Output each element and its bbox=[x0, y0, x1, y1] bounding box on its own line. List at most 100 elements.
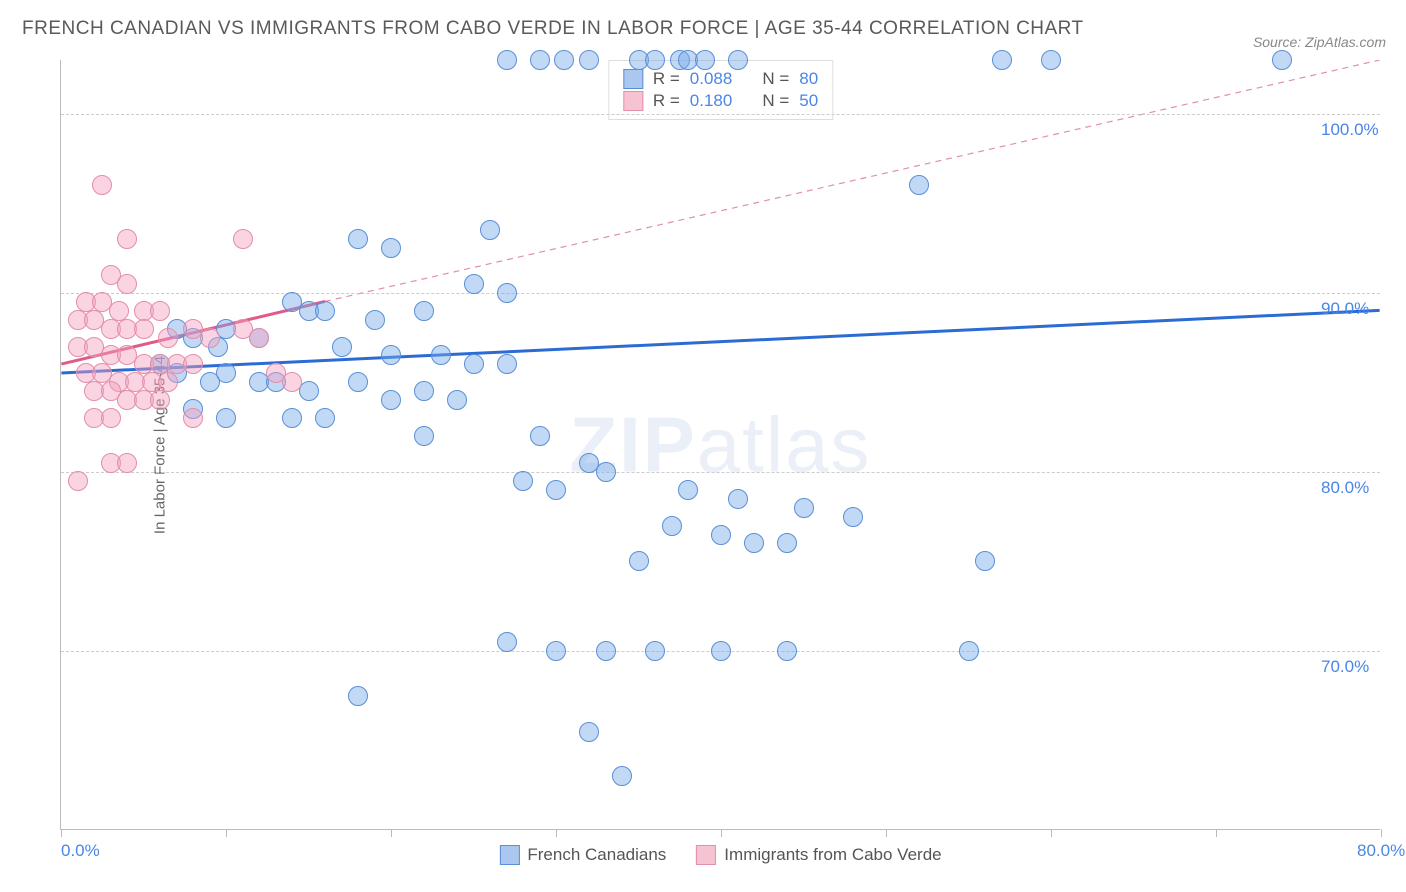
scatter-point bbox=[711, 641, 731, 661]
legend-n-value: 80 bbox=[799, 69, 818, 89]
gridline bbox=[61, 472, 1380, 473]
chart-title: FRENCH CANADIAN VS IMMIGRANTS FROM CABO … bbox=[22, 18, 1084, 40]
scatter-point bbox=[579, 50, 599, 70]
legend-label: Immigrants from Cabo Verde bbox=[724, 845, 941, 865]
legend-r-value: 0.088 bbox=[690, 69, 733, 89]
legend-n-value: 50 bbox=[799, 91, 818, 111]
scatter-point bbox=[92, 175, 112, 195]
scatter-point bbox=[728, 489, 748, 509]
x-tick bbox=[721, 829, 722, 837]
scatter-point bbox=[959, 641, 979, 661]
scatter-point bbox=[480, 220, 500, 240]
watermark-light: atlas bbox=[697, 400, 872, 488]
scatter-point bbox=[68, 471, 88, 491]
scatter-point bbox=[546, 480, 566, 500]
scatter-point bbox=[513, 471, 533, 491]
scatter-point bbox=[546, 641, 566, 661]
x-tick bbox=[886, 829, 887, 837]
x-tick bbox=[391, 829, 392, 837]
gridline bbox=[61, 114, 1380, 115]
scatter-point bbox=[315, 408, 335, 428]
gridline bbox=[61, 293, 1380, 294]
scatter-point bbox=[695, 50, 715, 70]
x-tick bbox=[61, 829, 62, 837]
scatter-point bbox=[332, 337, 352, 357]
legend-n-label: N = bbox=[762, 69, 789, 89]
scatter-point bbox=[992, 50, 1012, 70]
scatter-point bbox=[530, 50, 550, 70]
scatter-point bbox=[249, 328, 269, 348]
scatter-point bbox=[909, 175, 929, 195]
scatter-point bbox=[117, 453, 137, 473]
x-tick bbox=[1051, 829, 1052, 837]
legend-stat-row: R = 0.180 N = 50 bbox=[623, 91, 818, 111]
scatter-point bbox=[728, 50, 748, 70]
scatter-point bbox=[497, 50, 517, 70]
chart-svg bbox=[61, 60, 1380, 829]
scatter-point bbox=[414, 301, 434, 321]
scatter-point bbox=[975, 551, 995, 571]
scatter-point bbox=[777, 533, 797, 553]
watermark-bold: ZIP bbox=[569, 400, 696, 488]
scatter-point bbox=[447, 390, 467, 410]
scatter-point bbox=[101, 408, 121, 428]
scatter-point bbox=[348, 229, 368, 249]
y-tick-label: 100.0% bbox=[1321, 120, 1379, 140]
scatter-point bbox=[711, 525, 731, 545]
scatter-point bbox=[315, 301, 335, 321]
scatter-point bbox=[497, 354, 517, 374]
legend-item: French Canadians bbox=[499, 845, 666, 865]
legend-stat-row: R = 0.088 N = 80 bbox=[623, 69, 818, 89]
legend-r-label: R = bbox=[653, 91, 680, 111]
scatter-point bbox=[216, 363, 236, 383]
scatter-point bbox=[365, 310, 385, 330]
scatter-point bbox=[150, 301, 170, 321]
scatter-point bbox=[117, 229, 137, 249]
scatter-point bbox=[464, 274, 484, 294]
scatter-point bbox=[612, 766, 632, 786]
scatter-point bbox=[662, 516, 682, 536]
scatter-point bbox=[348, 686, 368, 706]
scatter-point bbox=[464, 354, 484, 374]
scatter-point bbox=[414, 381, 434, 401]
scatter-point bbox=[777, 641, 797, 661]
scatter-point bbox=[530, 426, 550, 446]
scatter-point bbox=[497, 632, 517, 652]
scatter-point bbox=[645, 641, 665, 661]
scatter-point bbox=[381, 238, 401, 258]
legend-swatch bbox=[499, 845, 519, 865]
legend-label: French Canadians bbox=[527, 845, 666, 865]
scatter-point bbox=[1041, 50, 1061, 70]
scatter-point bbox=[497, 283, 517, 303]
scatter-point bbox=[216, 408, 236, 428]
x-tick-label: 0.0% bbox=[61, 841, 100, 861]
legend-r-value: 0.180 bbox=[690, 91, 733, 111]
scatter-point bbox=[414, 426, 434, 446]
legend-n-label: N = bbox=[762, 91, 789, 111]
legend-swatch bbox=[623, 69, 643, 89]
scatter-point bbox=[158, 328, 178, 348]
scatter-point bbox=[1272, 50, 1292, 70]
scatter-point bbox=[794, 498, 814, 518]
source-label: Source: ZipAtlas.com bbox=[1253, 34, 1386, 50]
scatter-point bbox=[282, 408, 302, 428]
scatter-point bbox=[134, 319, 154, 339]
scatter-point bbox=[744, 533, 764, 553]
scatter-point bbox=[381, 390, 401, 410]
scatter-point bbox=[645, 50, 665, 70]
scatter-point bbox=[579, 722, 599, 742]
legend-item: Immigrants from Cabo Verde bbox=[696, 845, 941, 865]
legend-swatch bbox=[623, 91, 643, 111]
x-tick bbox=[556, 829, 557, 837]
scatter-point bbox=[150, 390, 170, 410]
legend-r-label: R = bbox=[653, 69, 680, 89]
scatter-point bbox=[233, 229, 253, 249]
legend-bottom: French Canadians Immigrants from Cabo Ver… bbox=[499, 845, 941, 865]
scatter-point bbox=[282, 372, 302, 392]
x-tick bbox=[1381, 829, 1382, 837]
watermark: ZIPatlas bbox=[569, 399, 871, 490]
scatter-point bbox=[596, 641, 616, 661]
y-tick-label: 90.0% bbox=[1321, 299, 1369, 319]
x-tick-label: 80.0% bbox=[1357, 841, 1405, 861]
plot-area: In Labor Force | Age 35-44 ZIPatlas R =0… bbox=[60, 60, 1380, 830]
